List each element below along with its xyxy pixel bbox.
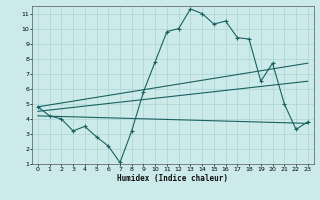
X-axis label: Humidex (Indice chaleur): Humidex (Indice chaleur) (117, 174, 228, 183)
